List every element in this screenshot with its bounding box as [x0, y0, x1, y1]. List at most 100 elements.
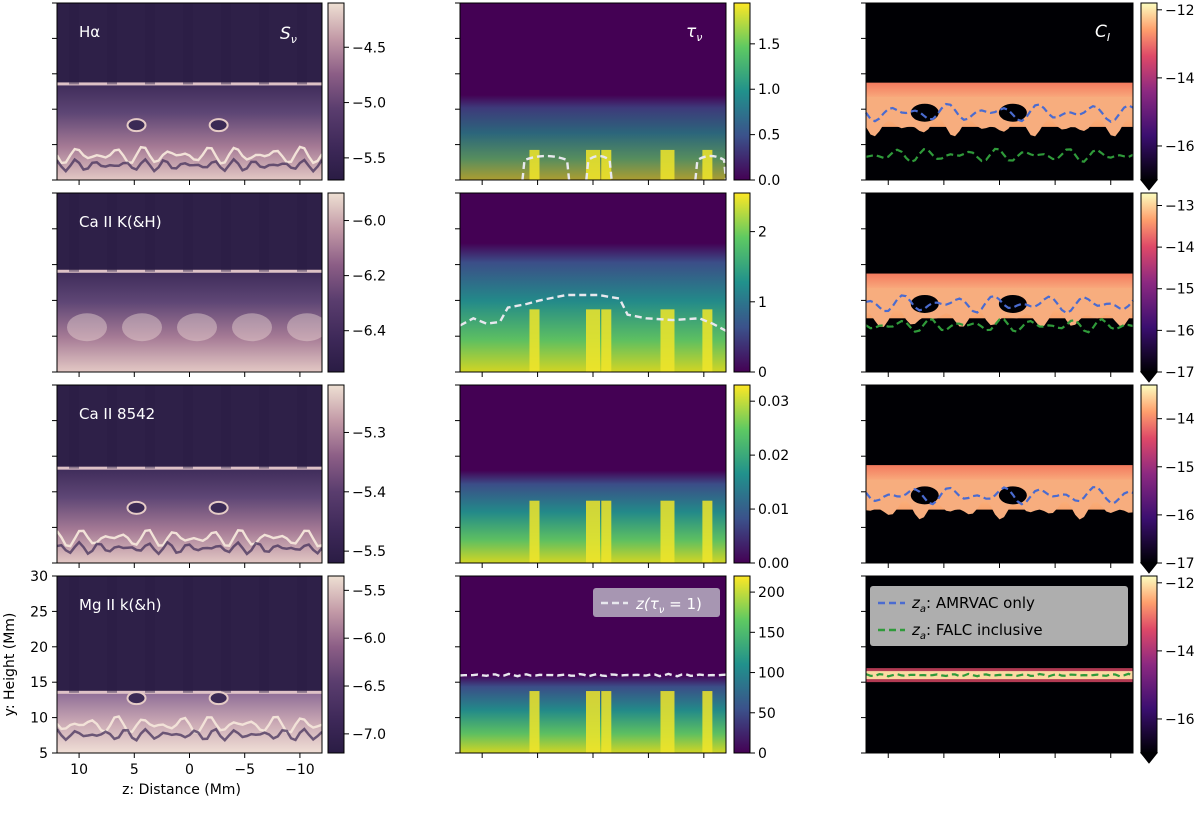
colorbar-tick-label: −5.3 [352, 425, 386, 441]
tau-unity-curve [459, 293, 727, 332]
opacity-label: τν [686, 22, 702, 44]
colorbar-tick-label: 0.03 [758, 394, 789, 410]
heatmap-image [866, 385, 1133, 563]
colorbar-tick-label: 200 [758, 585, 785, 601]
legend-tau: z(τν = 1) [593, 588, 720, 617]
colorbar-tick-label: −14 [1165, 71, 1195, 87]
x-tick-label: 5 [130, 762, 139, 778]
x-tick-label: −10 [285, 762, 315, 778]
colorbar: −12 −14 −16 [1139, 2, 1195, 191]
x-tick-label: 10 [70, 762, 88, 778]
panel-r1-c1: 2 1 0 [455, 192, 767, 381]
heatmap-image [57, 576, 322, 753]
y-tick-label: 20 [30, 640, 48, 656]
falc-curve [865, 317, 1134, 334]
colorbar-tick-label: −16 [1165, 323, 1195, 339]
line-label: Mg II k(&h) [79, 596, 161, 614]
legend-za: za: AMRVAC only za: FALC inclusive [870, 586, 1128, 646]
heatmap-image [57, 3, 322, 180]
colorbar-tick-label: −15 [1165, 460, 1195, 476]
y-tick-label: 30 [30, 569, 48, 585]
colorbar-tick-label: −14 [1165, 240, 1195, 256]
y-tick-label: 15 [30, 675, 48, 691]
heatmap-image [866, 3, 1133, 180]
line-label: Ca II 8542 [79, 405, 155, 423]
colorbar-tick-label: −16 [1165, 712, 1195, 728]
source-function-label: Sν [280, 24, 297, 46]
panel-r0-c2: CI −12 −14 −16 [861, 2, 1195, 191]
colorbar-tick-label: 1.0 [758, 82, 780, 98]
colorbar: −4.5 −5.0 −5.5 [327, 2, 386, 181]
heatmap-image [57, 385, 322, 563]
colorbar-tick-label: −17 [1165, 365, 1195, 381]
colorbar-tick-label: −5.0 [352, 96, 386, 112]
colorbar-tick-label: −5.5 [352, 151, 386, 167]
colorbar-tick-label: −14 [1165, 644, 1195, 660]
tau-unity-curve [459, 672, 727, 678]
x-tick-label: 0 [185, 762, 194, 778]
colorbar-tick-label: 2 [758, 225, 767, 241]
colorbar-tick-label: −12 [1165, 3, 1195, 19]
y-tick-label: 10 [30, 711, 48, 727]
colorbar-tick-label: 0.01 [758, 502, 789, 518]
panel-r1-c2: −13 −14 −15 −16 −17 [861, 192, 1195, 383]
colorbar-tick-label: 0 [758, 746, 767, 762]
colorbar-tick-label: 0.02 [758, 448, 789, 464]
legend-label: z(τν = 1) [635, 595, 702, 616]
colorbar-tick-label: −5.4 [352, 485, 386, 501]
colorbar: −12 −14 −16 [1139, 575, 1195, 764]
colorbar: −6.0 −6.2 −6.4 [327, 192, 386, 373]
y-tick-label: 25 [30, 604, 48, 620]
colorbar-tick-label: −5.5 [352, 544, 386, 560]
colorbar-tick-label: −6.2 [352, 269, 386, 285]
legend-label: za: AMRVAC only [911, 594, 1035, 615]
y-tick-label: 5 [39, 746, 48, 762]
panel-r2-c0: Ca II 8542 −5.3 −5.4 −5.5 [52, 384, 386, 568]
colorbar: −14 −15 −16 −17 [1139, 384, 1195, 574]
tau-unity-curve [521, 154, 728, 181]
colorbar-tick-label: 1 [758, 295, 767, 311]
heatmap-image [460, 3, 726, 180]
y-axis-label: y: Height (Mm) [2, 613, 18, 717]
colorbar: −5.5 −6.0 −6.5 −7.0 [327, 575, 386, 754]
colorbar-tick-label: 0.0 [758, 173, 780, 189]
heatmap-image [460, 576, 726, 753]
colorbar-tick-label: 100 [758, 666, 785, 682]
panel-r2-c2: −14 −15 −16 −17 [861, 384, 1195, 574]
colorbar-tick-label: −14 [1165, 412, 1195, 428]
colorbar-tick-label: 1.5 [758, 37, 780, 53]
colorbar-tick-label: −17 [1165, 556, 1195, 572]
colorbar-tick-label: −13 [1165, 198, 1195, 214]
panel-r2-c1: 0.03 0.02 0.01 0.00 [455, 384, 789, 572]
colorbar-tick-label: −12 [1165, 576, 1195, 592]
colorbar-tick-label: −7.0 [352, 727, 386, 743]
colorbar-tick-label: −16 [1165, 139, 1195, 155]
heatmap-image [460, 385, 726, 563]
colorbar-tick-label: 0.5 [758, 128, 780, 144]
x-axis-label: z: Distance (Mm) [122, 782, 241, 798]
panel-r3-c1: 200 150 100 50 0 [455, 575, 785, 762]
falc-curve [865, 672, 1134, 678]
colorbar-tick-label: −5.5 [352, 583, 386, 599]
panel-r0-c1: τν 1.5 1.0 0.5 0.0 [455, 2, 780, 189]
legend-label: za: FALC inclusive [911, 621, 1043, 642]
line-label: Ca II K(&H) [79, 213, 162, 231]
colorbar-tick-label: −6.0 [352, 631, 386, 647]
colorbar-tick-label: 150 [758, 625, 785, 641]
colorbar-tick-label: −6.5 [352, 679, 386, 695]
contribution-label: CI [1095, 22, 1110, 44]
colorbar: 2 1 0 [733, 192, 767, 381]
panel-r0-c0: Hα Sν −4.5 −5.0 −5.5 [52, 2, 386, 185]
colorbar-tick-label: 0.00 [758, 556, 789, 572]
colorbar-tick-label: −6.0 [352, 214, 386, 230]
colorbar: −13 −14 −15 −16 −17 [1139, 192, 1195, 383]
line-label: Hα [79, 23, 100, 41]
colorbar: −5.3 −5.4 −5.5 [327, 384, 386, 564]
colorbar-tick-label: 0 [758, 365, 767, 381]
colorbar-tick-label: −4.5 [352, 40, 386, 56]
panel-r3-c0: Mg II k(&h) −5.5 −6.0 −6.5 −7.0 [52, 575, 386, 758]
colorbar: 1.5 1.0 0.5 0.0 [733, 2, 780, 189]
heatmap-image [57, 193, 322, 372]
amrvac-curve [865, 294, 1134, 315]
